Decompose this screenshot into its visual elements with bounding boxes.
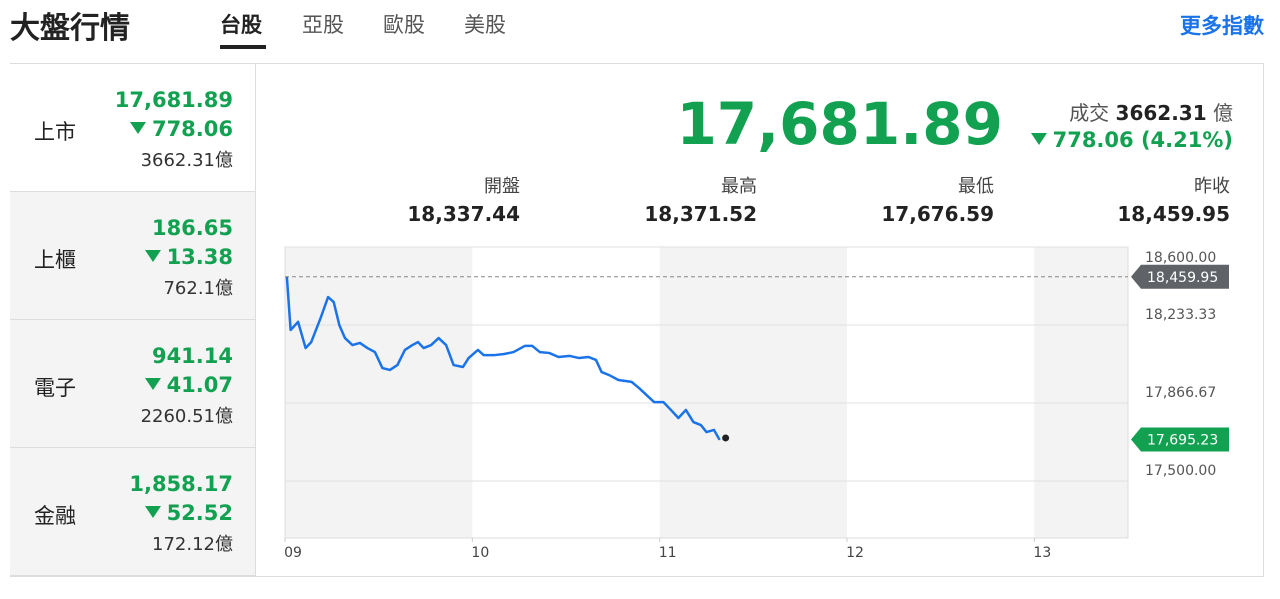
index-name: 金融 — [34, 504, 76, 528]
volume-label: 成交 — [1069, 101, 1110, 125]
session-band — [285, 247, 473, 538]
index-row[interactable]: 金融 1,858.17 52.52 172.12億 — [10, 448, 256, 576]
x-tick-label: 11 — [659, 545, 677, 561]
reference-label: 18,459.95 — [1147, 270, 1218, 286]
main-change: 778.06 (4.21%) — [1030, 128, 1233, 152]
tab[interactable]: 歐股 — [383, 13, 425, 37]
y-tick-label: 18,600.00 — [1145, 250, 1216, 266]
index-name: 上櫃 — [34, 248, 76, 272]
down-icon — [144, 378, 161, 390]
session-band — [1034, 247, 1128, 538]
more-link[interactable]: 更多指數 — [1180, 14, 1264, 38]
stat: 最高 18,371.52 — [557, 172, 757, 226]
stat-value: 18,459.95 — [1117, 202, 1230, 226]
stat-label: 昨收 — [1194, 176, 1230, 197]
volume: 3662.31 — [1115, 101, 1207, 125]
down-icon — [129, 122, 146, 134]
down-icon — [144, 250, 161, 262]
change-value: 778.06 — [151, 117, 233, 141]
index-change: 52.52 — [144, 501, 233, 525]
down-icon — [144, 506, 161, 518]
session-band — [659, 247, 847, 538]
stat-label: 最低 — [958, 176, 994, 197]
index-price: 186.65 — [151, 216, 233, 240]
tab[interactable]: 台股 — [220, 13, 262, 37]
last-price-tag — [1131, 427, 1229, 452]
y-tick-label: 18,233.33 — [1145, 307, 1216, 323]
main-price: 17,681.89 — [676, 90, 1003, 158]
index-name: 上市 — [34, 120, 76, 144]
change-value: 41.07 — [166, 373, 233, 397]
tab[interactable]: 美股 — [464, 13, 506, 37]
index-name: 電子 — [34, 376, 76, 400]
stat-label: 開盤 — [484, 176, 520, 197]
index-price: 941.14 — [151, 344, 233, 368]
index-row[interactable]: 上市 17,681.89 778.06 3662.31億 — [10, 64, 256, 192]
index-row[interactable]: 電子 941.14 41.07 2260.51億 — [10, 320, 256, 448]
volume-line: 成交 3662.31 億 — [1069, 97, 1233, 126]
price-line — [285, 276, 721, 441]
stat-value: 18,337.44 — [407, 202, 520, 226]
x-tick-label: 09 — [284, 545, 302, 561]
index-change: 41.07 — [144, 373, 233, 397]
index-row[interactable]: 上櫃 186.65 13.38 762.1億 — [10, 192, 256, 320]
stat-label: 最高 — [721, 176, 757, 197]
change-value: 13.38 — [166, 245, 233, 269]
stat: 最低 17,676.59 — [794, 172, 994, 226]
index-volume: 2260.51億 — [140, 406, 233, 427]
active-tab-underline — [220, 45, 266, 49]
change-value: 52.52 — [166, 501, 233, 525]
current-dot — [722, 434, 730, 442]
stat: 昨收 18,459.95 — [1030, 172, 1230, 226]
index-volume: 762.1億 — [163, 278, 233, 299]
x-tick-label: 12 — [846, 545, 864, 561]
index-price: 17,681.89 — [114, 88, 233, 112]
change: 778.06 (4.21%) — [1052, 128, 1233, 152]
x-tick-label: 13 — [1033, 545, 1051, 561]
index-volume: 172.12億 — [152, 534, 233, 555]
stat-value: 18,371.52 — [644, 202, 757, 226]
x-tick-label: 10 — [471, 545, 489, 561]
y-tick-label: 17,500.00 — [1145, 463, 1216, 479]
reference-tag — [1131, 264, 1229, 289]
index-change: 778.06 — [129, 117, 233, 141]
down-icon — [1030, 133, 1047, 145]
index-price: 1,858.17 — [129, 472, 233, 496]
last-price-label: 17,695.23 — [1147, 432, 1218, 448]
volume-unit: 億 — [1213, 101, 1233, 125]
stat: 開盤 18,337.44 — [320, 172, 520, 226]
tab[interactable]: 亞股 — [302, 13, 344, 37]
index-change: 13.38 — [144, 245, 233, 269]
index-volume: 3662.31億 — [140, 150, 233, 171]
y-tick-label: 17,866.67 — [1145, 385, 1216, 401]
page-title: 大盤行情 — [10, 11, 130, 46]
stat-value: 17,676.59 — [881, 202, 994, 226]
